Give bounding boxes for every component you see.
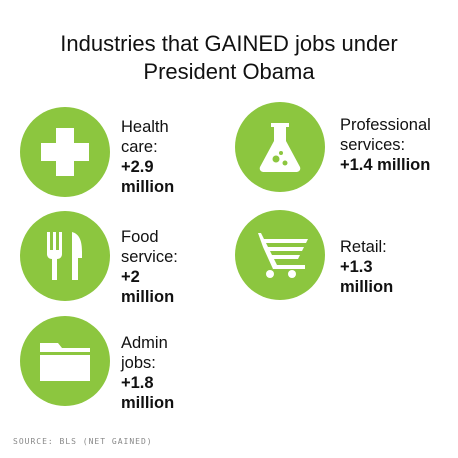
- industry-value: +1.8 million: [121, 374, 175, 412]
- source-note: SOURCE: BLS (NET GAINED): [13, 437, 153, 446]
- health-care-circle: [20, 107, 110, 197]
- food-service-label: Food service: +2 million: [121, 227, 178, 307]
- industry-name: Food service:: [121, 228, 178, 266]
- industry-name: Professional services:: [340, 116, 431, 154]
- flask-icon: [259, 123, 301, 172]
- fork-knife-icon: [47, 232, 82, 280]
- chart-title: Industries that GAINED jobs under Presid…: [0, 30, 458, 86]
- title-line-2: President Obama: [143, 59, 315, 84]
- food-service-circle: [20, 211, 110, 301]
- industry-name: Admin jobs:: [121, 334, 168, 372]
- industry-value: +2.9 million: [121, 158, 175, 196]
- cross-icon: [41, 128, 89, 176]
- industry-name: Health care:: [121, 118, 169, 156]
- folder-icon: [40, 343, 90, 381]
- retail-circle: [235, 210, 325, 300]
- industry-value: +2 million: [121, 268, 175, 306]
- industry-name: Retail:: [340, 238, 387, 256]
- professional-services-circle: [235, 102, 325, 192]
- industry-value: +1.4 million: [340, 156, 431, 174]
- title-line-1: Industries that GAINED jobs under: [60, 31, 398, 56]
- cart-icon: [252, 233, 308, 278]
- admin-jobs-circle: [20, 316, 110, 406]
- industry-value: +1.3 million: [340, 258, 394, 296]
- health-care-label: Health care: +2.9 million: [121, 117, 174, 197]
- professional-services-label: Professional services: +1.4 million: [340, 115, 431, 175]
- retail-label: Retail: +1.3 million: [340, 237, 393, 297]
- admin-jobs-label: Admin jobs: +1.8 million: [121, 333, 174, 413]
